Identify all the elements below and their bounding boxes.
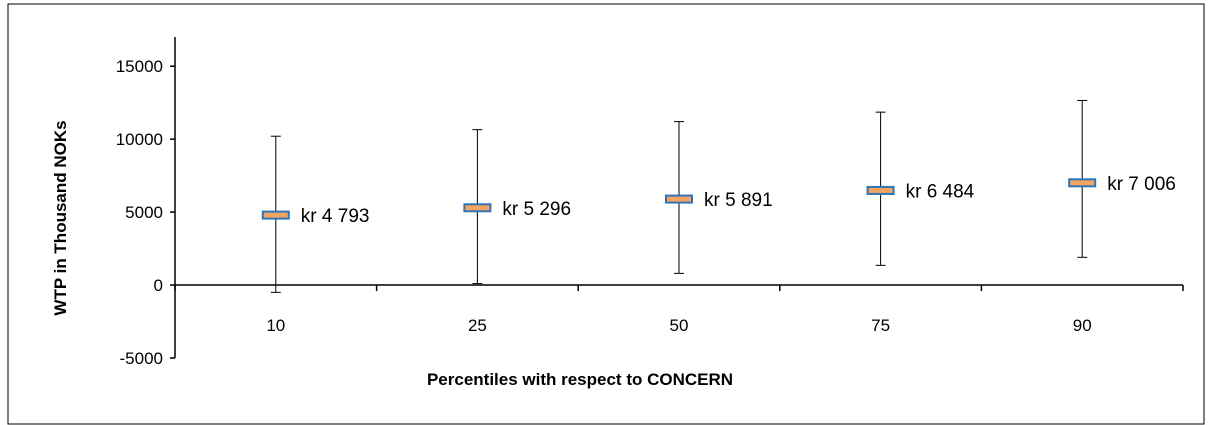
y-axis-title: WTP in Thousand NOKs: [51, 120, 70, 315]
chart-border: [7, 3, 1205, 425]
y-tick-label: 10000: [116, 130, 163, 149]
data-point-marker: [261, 210, 290, 220]
x-tick-label: 75: [871, 316, 890, 335]
data-point-marker: [665, 194, 693, 204]
data-label: kr 5 296: [502, 199, 571, 220]
x-tick-label: 10: [266, 316, 285, 335]
data-point-marker: [866, 185, 895, 195]
x-tick-label: 25: [468, 316, 487, 335]
plot-area: -5000 0 5000 10000 15000 10 25 50 75 90 kr 4 793 kr…: [116, 37, 1184, 368]
data-label: kr 7 006: [1107, 174, 1176, 195]
y-tick-label: 5000: [125, 203, 163, 222]
data-label: kr 6 484: [906, 181, 975, 202]
x-axis-title: Percentiles with respect to CONCERN: [427, 370, 733, 389]
x-tick-label: 50: [670, 316, 689, 335]
y-tick-label: 15000: [116, 57, 163, 76]
x-tick-label: 90: [1073, 316, 1092, 335]
data-point-marker: [463, 203, 492, 213]
y-tick-label: 0: [154, 276, 163, 295]
data-point-marker: [1068, 178, 1097, 188]
data-label: kr 5 891: [704, 190, 773, 211]
data-label: kr 4 793: [301, 206, 370, 227]
y-tick-label: -5000: [120, 349, 163, 368]
